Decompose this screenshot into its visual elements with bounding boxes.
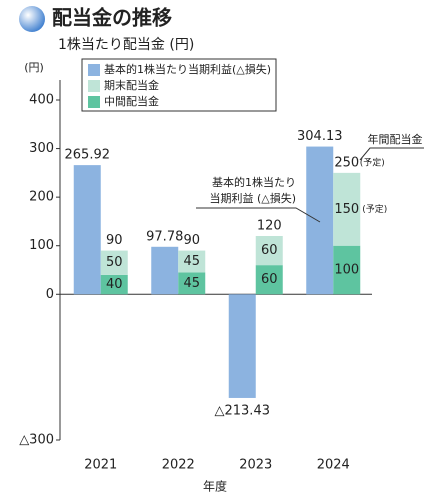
dividend-bar xyxy=(100,250,128,275)
value-label: 265.92 xyxy=(65,148,111,163)
legend-label: 期末配当金 xyxy=(104,78,159,92)
x-tick-label: 2023 xyxy=(239,458,272,473)
annotation-line xyxy=(359,147,424,161)
total-label: 250 xyxy=(334,155,359,170)
value-label: 40 xyxy=(106,277,123,292)
legend-swatch xyxy=(88,80,100,92)
earnings-bar xyxy=(228,294,256,398)
total-label: 90 xyxy=(106,233,123,248)
forecast-note: (予定) xyxy=(362,203,387,215)
value-label: 50 xyxy=(106,255,123,270)
y-unit: (円) xyxy=(24,61,44,74)
legend-box xyxy=(81,58,277,112)
annotation: 当期利益 (△損失) xyxy=(209,191,296,205)
value-label: 45 xyxy=(183,254,200,269)
dividend-bar xyxy=(255,265,283,295)
earnings-bar xyxy=(73,165,101,295)
value-label: 304.13 xyxy=(297,129,343,144)
legend-label: 基本的1株当たり当期利益(△損失) xyxy=(104,62,271,76)
x-axis-label: 年度 xyxy=(203,479,227,494)
value-label: △213.43 xyxy=(215,403,271,418)
annotation: 年間配当金 xyxy=(368,132,423,146)
value-label: 60 xyxy=(261,272,278,287)
total-label: 90 xyxy=(183,233,200,248)
x-tick-label: 2024 xyxy=(317,458,350,473)
chart-subtitle: 1株当たり配当金 (円) xyxy=(58,37,194,53)
x-tick-label: 2022 xyxy=(162,458,195,473)
legend-label: 中間配当金 xyxy=(104,94,159,108)
total-label: 120 xyxy=(257,219,282,234)
dividend-bar xyxy=(178,272,206,295)
value-label: 150 xyxy=(334,202,359,217)
value-label: 60 xyxy=(261,243,278,258)
annotation-line xyxy=(196,207,321,223)
earnings-bar xyxy=(151,246,179,295)
y-tick-label: 400 xyxy=(29,93,54,108)
title-icon xyxy=(19,6,45,32)
value-label: 45 xyxy=(183,276,200,291)
y-tick-label: 0 xyxy=(46,287,54,302)
annotation: 基本的1株当たり xyxy=(212,175,296,189)
y-tick-label: 100 xyxy=(29,238,54,253)
y-tick-label: △300 xyxy=(19,433,54,448)
value-label: 100 xyxy=(334,263,359,278)
legend-swatch xyxy=(88,64,100,76)
earnings-bar xyxy=(306,146,334,295)
y-tick-label: 200 xyxy=(29,190,54,205)
y-tick-label: 300 xyxy=(29,141,54,156)
legend-swatch xyxy=(88,96,100,108)
dividend-bar xyxy=(255,236,283,266)
dividend-bar xyxy=(333,172,361,246)
dividend-bar xyxy=(178,250,206,273)
forecast-note: (予定) xyxy=(360,156,385,168)
dividend-bar xyxy=(333,245,361,295)
x-tick-label: 2021 xyxy=(84,458,117,473)
value-label: 97.78 xyxy=(146,229,183,244)
chart-title: 配当金の推移 xyxy=(52,6,172,30)
dividend-bar xyxy=(100,274,128,295)
